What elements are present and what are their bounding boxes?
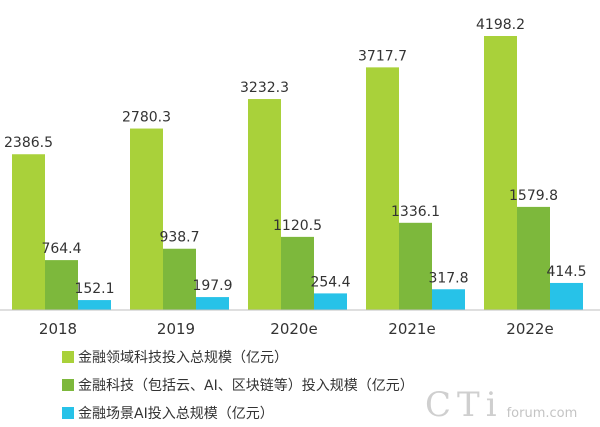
value-label-total-2021e: 3717.7 xyxy=(358,48,407,64)
value-label-ai-2018: 152.1 xyxy=(74,281,114,297)
value-label-ai-2019: 197.9 xyxy=(192,278,232,294)
value-label-ai-2022e: 414.5 xyxy=(546,264,586,280)
bar-fintech-2019 xyxy=(163,248,196,310)
watermark: CTi forum.com xyxy=(425,388,577,422)
legend-label-ai: 金融场景AI投入总规模（亿元） xyxy=(78,406,274,422)
value-label-fintech-2020e: 1120.5 xyxy=(273,218,322,234)
bar-ai-2019 xyxy=(196,297,229,310)
value-label-total-2019: 2780.3 xyxy=(122,110,171,126)
bar-ai-2022e xyxy=(550,282,583,310)
bar-fintech-2020e xyxy=(281,236,314,310)
watermark-text: forum.com xyxy=(506,406,578,421)
bar-total-2019 xyxy=(130,128,163,310)
bars-group xyxy=(12,36,583,310)
bar-fintech-2022e xyxy=(517,206,550,310)
bar-chart: 2386.5 764.4 152.1 2780.3 938.7 197.9 3232.3 11… xyxy=(0,17,600,338)
value-label-total-2022e: 4198.2 xyxy=(476,17,525,33)
value-labels-group: 2386.5 764.4 152.1 2780.3 938.7 197.9 3232.3 11… xyxy=(4,17,587,297)
value-label-ai-2021e: 317.8 xyxy=(428,270,468,286)
value-label-fintech-2021e: 1336.1 xyxy=(391,204,440,220)
x-tick-label-2019: 2019 xyxy=(157,320,195,338)
legend-swatch-ai xyxy=(62,407,74,419)
bar-fintech-2018 xyxy=(45,260,78,310)
legend-item-total: 金融领域科技投入总规模（亿元） xyxy=(62,343,414,371)
value-label-fintech-2022e: 1579.8 xyxy=(509,188,558,204)
x-tick-label-2018: 2018 xyxy=(39,320,77,338)
watermark-logo: CTi xyxy=(425,385,503,425)
value-label-fintech-2018: 764.4 xyxy=(41,241,81,257)
bar-total-2020e xyxy=(248,99,281,310)
bar-ai-2018 xyxy=(78,300,111,310)
bar-fintech-2021e xyxy=(399,222,432,310)
bar-total-2022e xyxy=(484,36,517,310)
bar-ai-2020e xyxy=(314,293,347,310)
legend-label-total: 金融领域科技投入总规模（亿元） xyxy=(78,350,288,366)
value-label-fintech-2019: 938.7 xyxy=(159,230,199,246)
x-tick-label-2021e: 2021e xyxy=(388,320,435,338)
value-label-total-2018: 2386.5 xyxy=(4,135,53,151)
x-tick-label-2022e: 2022e xyxy=(506,320,553,338)
bar-total-2021e xyxy=(366,67,399,310)
legend-item-fintech: 金融科技（包括云、AI、区块链等）投入规模（亿元） xyxy=(62,371,414,399)
bar-ai-2021e xyxy=(432,289,465,310)
legend-swatch-total xyxy=(62,351,74,363)
value-label-total-2020e: 3232.3 xyxy=(240,80,289,96)
legend-item-ai: 金融场景AI投入总规模（亿元） xyxy=(62,399,414,427)
bar-total-2018 xyxy=(12,154,45,310)
value-label-ai-2020e: 254.4 xyxy=(310,274,350,290)
legend: 金融领域科技投入总规模（亿元） 金融科技（包括云、AI、区块链等）投入规模（亿元… xyxy=(62,343,414,427)
x-axis-tick-labels: 2018 2019 2020e 2021e 2022e xyxy=(39,320,554,338)
x-tick-label-2020e: 2020e xyxy=(270,320,317,338)
legend-label-fintech: 金融科技（包括云、AI、区块链等）投入规模（亿元） xyxy=(78,378,414,394)
legend-swatch-fintech xyxy=(62,379,74,391)
